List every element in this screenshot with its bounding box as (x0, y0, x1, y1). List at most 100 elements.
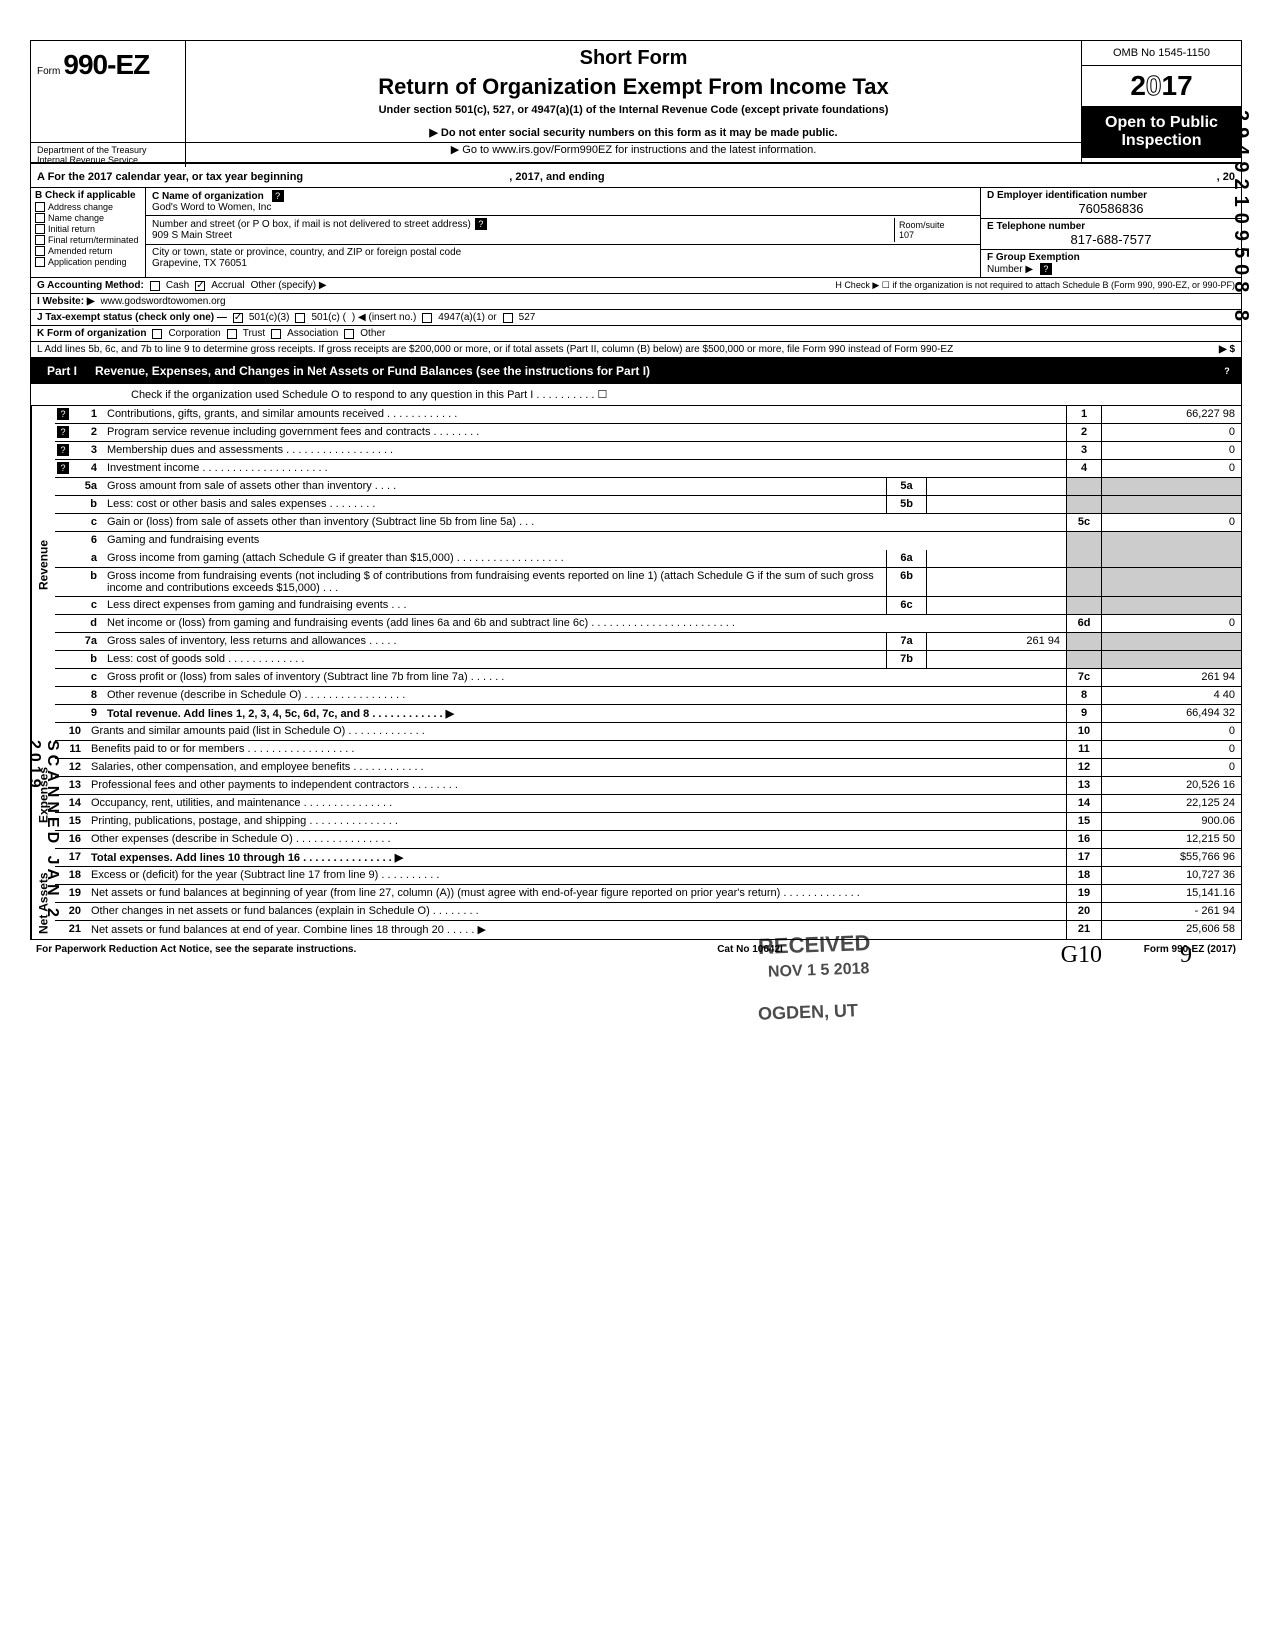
chk-4947[interactable] (422, 313, 432, 323)
l6b-subval (926, 568, 1066, 596)
l7a-subval: 261 94 (926, 633, 1066, 650)
col-de: D Employer identification number 7605868… (981, 188, 1241, 277)
chk-527[interactable] (503, 313, 513, 323)
l9-box: 9 (1066, 705, 1101, 722)
chk-label-4: Amended return (48, 246, 113, 256)
netassets-section: Net Assets 18Excess or (deficit) for the… (31, 867, 1241, 939)
chk-app-pending[interactable]: Application pending (35, 257, 141, 267)
l19-val: 15,141.16 (1101, 885, 1241, 902)
help-icon[interactable]: ? (57, 426, 69, 438)
website-val: www.godswordtowomen.org (101, 296, 226, 307)
l12-val: 0 (1101, 759, 1241, 776)
l6-box-shaded (1066, 532, 1101, 550)
line-6c: c Less direct expenses from gaming and f… (55, 597, 1241, 615)
line-6a: a Gross income from gaming (attach Sched… (55, 550, 1241, 568)
org-name: God's Word to Women, Inc (152, 202, 271, 213)
l5c-num: c (71, 514, 101, 531)
chk-corp[interactable] (152, 329, 162, 339)
chk-501c[interactable] (295, 313, 305, 323)
l6-desc: Gaming and fundraising events (101, 532, 1066, 550)
chk-address-change[interactable]: Address change (35, 202, 141, 212)
chk-cash[interactable] (150, 281, 160, 291)
chk-501c3[interactable] (233, 313, 243, 323)
l21-desc: Net assets or fund balances at end of ye… (85, 921, 1066, 939)
chk-assoc[interactable] (271, 329, 281, 339)
chk-initial-return[interactable]: Initial return (35, 224, 141, 234)
l-arrow: ▶ $ (1219, 344, 1235, 355)
l15-desc: Printing, publications, postage, and shi… (85, 813, 1066, 830)
received-stamp: RECEIVED (750, 928, 879, 962)
l12-desc: Salaries, other compensation, and employ… (85, 759, 1066, 776)
line-j: J Tax-exempt status (check only one) — 5… (31, 310, 1241, 326)
l6c-val-shaded (1101, 597, 1241, 614)
line-10: 10Grants and similar amounts paid (list … (55, 723, 1241, 741)
help-icon[interactable]: ? (1221, 365, 1233, 377)
chk-amended[interactable]: Amended return (35, 246, 141, 256)
l2-box: 2 (1066, 424, 1101, 441)
part1-label: Part I (39, 362, 85, 380)
line-11: 11Benefits paid to or for members . . . … (55, 741, 1241, 759)
line-6b: b Gross income from fundraising events (… (55, 568, 1241, 597)
l7c-box: 7c (1066, 669, 1101, 686)
l5b-sub: 5b (886, 496, 926, 513)
chk-name-change[interactable]: Name change (35, 213, 141, 223)
l6c-num: c (71, 597, 101, 614)
l5c-desc: Gain or (loss) from sale of assets other… (101, 514, 1066, 531)
chk-other[interactable] (344, 329, 354, 339)
help-icon[interactable]: ? (57, 444, 69, 456)
chk-label-0: Address change (48, 202, 113, 212)
l7b-sub: 7b (886, 651, 926, 668)
phone-label: E Telephone number (987, 221, 1235, 232)
l20-box: 20 (1066, 903, 1101, 920)
line-18: 18Excess or (deficit) for the year (Subt… (55, 867, 1241, 885)
l21-box: 21 (1066, 921, 1101, 939)
l6d-box: 6d (1066, 615, 1101, 632)
l10-num: 10 (55, 723, 85, 740)
l1-box: 1 (1066, 406, 1101, 423)
chk-trust[interactable] (227, 329, 237, 339)
l5b-num: b (71, 496, 101, 513)
l5c-box: 5c (1066, 514, 1101, 531)
l16-box: 16 (1066, 831, 1101, 848)
l4-val: 0 (1101, 460, 1241, 477)
l14-val: 22,125 24 (1101, 795, 1241, 812)
help-icon[interactable]: ? (1040, 263, 1052, 275)
help-icon[interactable]: ? (57, 462, 69, 474)
l6-val-shaded (1101, 532, 1241, 550)
l-text: L Add lines 5b, 6c, and 7b to line 9 to … (37, 344, 1213, 355)
row-org-name: C Name of organization? God's Word to Wo… (146, 188, 980, 216)
l7b-num: b (71, 651, 101, 668)
l11-desc: Benefits paid to or for members . . . . … (85, 741, 1066, 758)
l10-val: 0 (1101, 723, 1241, 740)
k-trust: Trust (243, 328, 265, 339)
chk-accrual[interactable] (195, 281, 205, 291)
ogden-stamp: OGDEN, UT (750, 998, 867, 1027)
chk-final-return[interactable]: Final return/terminated (35, 235, 141, 245)
l5b-subval (926, 496, 1066, 513)
line-7b: b Less: cost of goods sold . . . . . . .… (55, 651, 1241, 669)
l5c-val: 0 (1101, 514, 1241, 531)
line-1: ? 1 Contributions, gifts, grants, and si… (55, 406, 1241, 424)
l11-val: 0 (1101, 741, 1241, 758)
received-date-stamp: NOV 1 5 2018 (760, 958, 878, 984)
l3-desc: Membership dues and assessments . . . . … (101, 442, 1066, 459)
g-other: Other (specify) ▶ (251, 280, 327, 291)
l7a-val-shaded (1101, 633, 1241, 650)
help-icon[interactable]: ? (57, 408, 69, 420)
dln-stamp: 29492109508 8 (1229, 110, 1252, 327)
l19-desc: Net assets or fund balances at beginning… (85, 885, 1066, 902)
j-label: J Tax-exempt status (check only one) — (37, 312, 227, 323)
row-phone: E Telephone number 817-688-7577 (981, 219, 1241, 250)
col-b-checkboxes: B Check if applicable Address change Nam… (31, 188, 146, 277)
help-icon[interactable]: ? (475, 218, 487, 230)
l5a-num: 5a (71, 478, 101, 495)
group-label2: Number ▶ (987, 264, 1033, 275)
l6c-desc: Less direct expenses from gaming and fun… (101, 597, 886, 614)
l3-box: 3 (1066, 442, 1101, 459)
j-527: 527 (519, 312, 536, 323)
help-icon[interactable]: ? (272, 190, 284, 202)
g-accrual: Accrual (211, 280, 244, 291)
j-c2: ) ◀ (insert no.) (352, 312, 416, 323)
l6a-subval (926, 550, 1066, 567)
l8-num: 8 (71, 687, 101, 704)
